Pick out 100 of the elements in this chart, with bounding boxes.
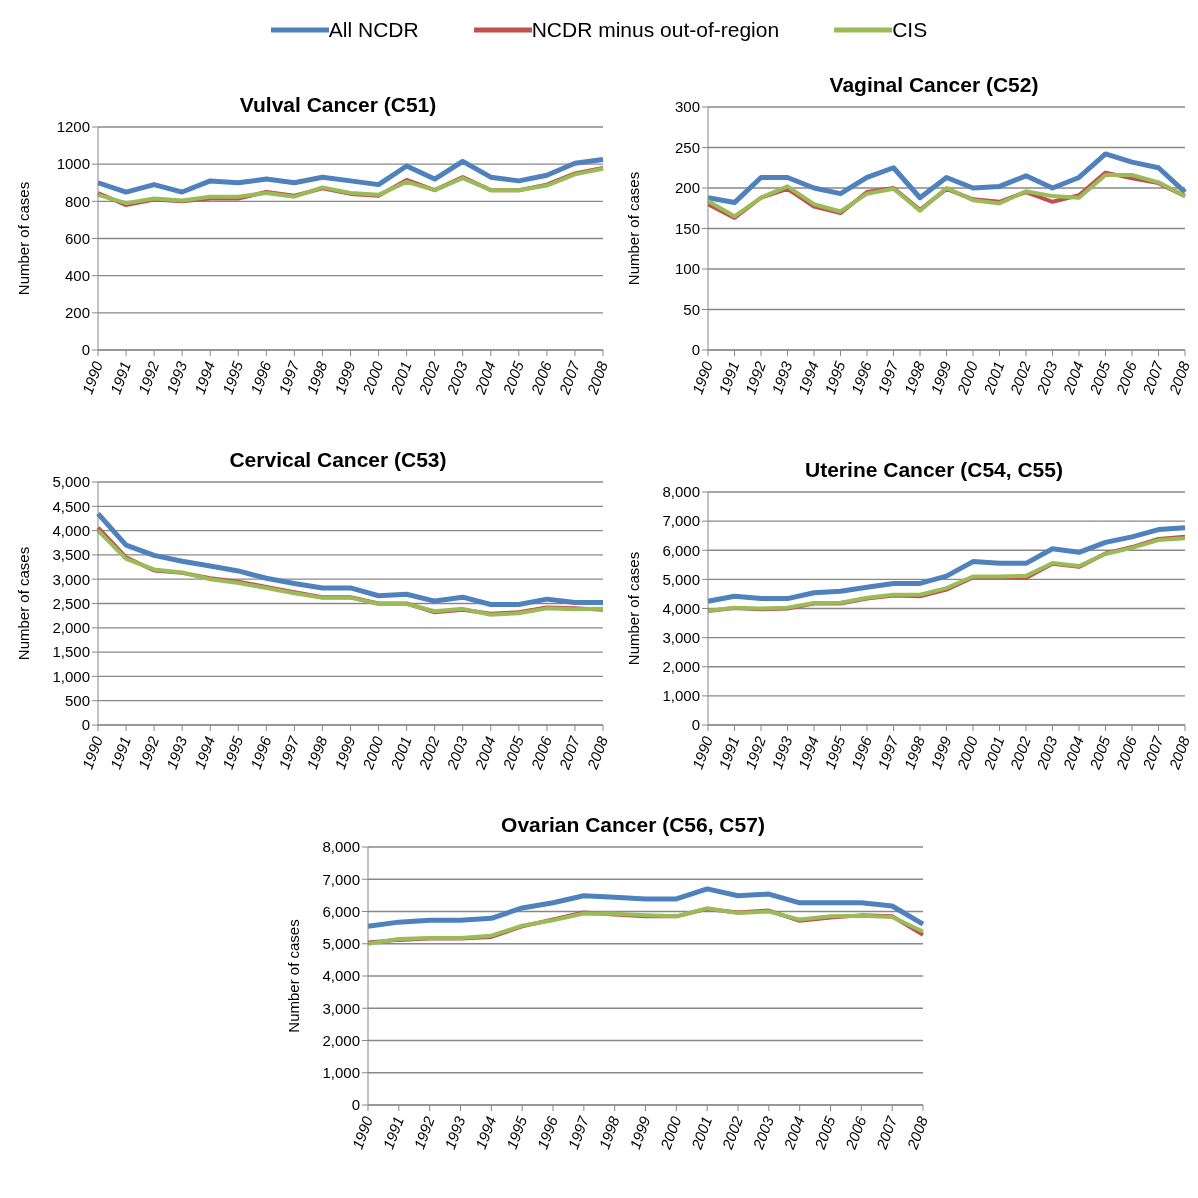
y-tick-label: 200 bbox=[674, 179, 700, 197]
x-tick-label: 1999 bbox=[331, 733, 359, 772]
x-tick-label: 1996 bbox=[533, 1113, 562, 1152]
x-tick-label: 1992 bbox=[134, 733, 163, 772]
x-tick-label: 2008 bbox=[583, 358, 612, 398]
x-tick-label: 2004 bbox=[1059, 734, 1087, 773]
legend-label: NCDR minus out-of-region bbox=[531, 18, 780, 42]
x-tick-label: 1994 bbox=[794, 359, 822, 397]
y-tick-label: 1,000 bbox=[52, 667, 90, 685]
y-tick-label: 8,000 bbox=[662, 483, 700, 501]
y-axis-title: Number of cases bbox=[15, 546, 33, 661]
y-tick-label: 5,000 bbox=[322, 935, 360, 953]
x-tick-label: 2002 bbox=[718, 1113, 747, 1153]
y-tick-label: 0 bbox=[81, 341, 90, 359]
x-tick-label: 2002 bbox=[414, 358, 443, 398]
x-tick-label: 2000 bbox=[953, 733, 982, 773]
y-tick-label: 7,000 bbox=[322, 870, 360, 888]
x-tick-label: 2008 bbox=[903, 1113, 932, 1153]
y-tick-label: 1200 bbox=[56, 118, 90, 136]
x-tick-label: 2005 bbox=[499, 358, 528, 398]
y-tick-label: 250 bbox=[674, 138, 700, 156]
y-tick-label: 100 bbox=[674, 260, 700, 278]
y-tick-label: 6,000 bbox=[322, 902, 360, 920]
x-tick-label: 2003 bbox=[1032, 358, 1061, 398]
chart-title: Cervical Cancer (C53) bbox=[228, 448, 448, 472]
x-tick-label: 1992 bbox=[741, 733, 770, 772]
y-axis-title: Number of cases bbox=[625, 171, 643, 286]
x-tick-label: 1998 bbox=[900, 358, 929, 397]
y-tick-label: 4,500 bbox=[52, 497, 90, 515]
x-tick-label: 1993 bbox=[768, 733, 796, 772]
x-tick-label: 2008 bbox=[1165, 358, 1194, 398]
x-tick-label: 1994 bbox=[190, 734, 219, 772]
y-tick-label: 1000 bbox=[56, 155, 90, 173]
x-tick-label: 1999 bbox=[927, 733, 955, 772]
y-tick-label: 0 bbox=[691, 716, 700, 734]
x-tick-label: 1991 bbox=[106, 734, 135, 772]
x-tick-label: 1997 bbox=[564, 1113, 593, 1152]
x-tick-label: 1999 bbox=[927, 358, 955, 397]
y-tick-label: 800 bbox=[64, 192, 90, 210]
y-axis-title: Number of cases bbox=[15, 181, 33, 296]
y-tick-label: 2,000 bbox=[662, 658, 700, 676]
x-tick-label: 1991 bbox=[379, 1114, 407, 1152]
legend-label: All NCDR bbox=[328, 18, 419, 42]
x-tick-label: 1990 bbox=[78, 733, 107, 772]
x-tick-label: 2005 bbox=[810, 1113, 839, 1153]
x-tick-label: 2004 bbox=[779, 1114, 808, 1153]
y-tick-label: 4,000 bbox=[322, 967, 360, 985]
x-tick-label: 1997 bbox=[274, 358, 303, 397]
legend-label: CIS bbox=[892, 18, 928, 42]
y-tick-label: 0 bbox=[691, 341, 700, 359]
x-tick-label: 2002 bbox=[1006, 733, 1035, 773]
x-tick-label: 2007 bbox=[1138, 358, 1167, 398]
x-tick-label: 2000 bbox=[358, 358, 387, 398]
x-tick-label: 2001 bbox=[979, 359, 1008, 398]
x-tick-label: 2003 bbox=[442, 358, 471, 398]
x-tick-label: 1993 bbox=[162, 733, 191, 772]
x-tick-label: 1995 bbox=[218, 733, 247, 772]
chart-title: Ovarian Cancer (C56, C57) bbox=[500, 813, 766, 837]
x-tick-label: 1995 bbox=[821, 733, 849, 772]
x-tick-label: 1994 bbox=[190, 359, 219, 397]
y-tick-label: 1,000 bbox=[662, 687, 700, 705]
x-tick-label: 1995 bbox=[502, 1113, 531, 1152]
x-tick-label: 1998 bbox=[900, 733, 929, 772]
y-tick-label: 4,000 bbox=[662, 599, 700, 617]
y-tick-label: 8,000 bbox=[322, 838, 360, 856]
x-tick-label: 1999 bbox=[331, 358, 359, 397]
y-tick-label: 300 bbox=[674, 98, 700, 116]
y-tick-label: 5,000 bbox=[52, 473, 90, 491]
x-tick-label: 1997 bbox=[274, 733, 303, 772]
y-tick-label: 0 bbox=[351, 1096, 360, 1114]
x-tick-label: 2000 bbox=[656, 1113, 685, 1153]
y-tick-label: 6,000 bbox=[662, 541, 700, 559]
x-tick-label: 2001 bbox=[386, 359, 415, 398]
x-tick-label: 2003 bbox=[1032, 733, 1061, 773]
chart-title: Uterine Cancer (C54, C55) bbox=[804, 458, 1064, 482]
x-tick-label: 2000 bbox=[358, 733, 387, 773]
x-tick-label: 1998 bbox=[595, 1113, 623, 1152]
y-tick-label: 0 bbox=[81, 716, 90, 734]
x-tick-label: 1995 bbox=[218, 358, 247, 397]
x-tick-label: 1991 bbox=[715, 359, 743, 397]
x-tick-label: 2005 bbox=[1085, 733, 1114, 773]
x-tick-label: 1995 bbox=[821, 358, 849, 397]
x-tick-label: 1993 bbox=[441, 1113, 469, 1152]
x-tick-label: 2006 bbox=[841, 1113, 870, 1153]
x-tick-label: 2007 bbox=[555, 358, 584, 398]
y-tick-label: 3,000 bbox=[52, 570, 90, 588]
y-tick-label: 2,000 bbox=[322, 1031, 360, 1049]
x-tick-label: 1994 bbox=[471, 1114, 500, 1152]
x-tick-label: 2006 bbox=[527, 733, 556, 773]
y-tick-label: 3,500 bbox=[52, 546, 90, 564]
x-tick-label: 1993 bbox=[162, 358, 191, 397]
y-tick-label: 1,500 bbox=[52, 643, 90, 661]
x-tick-label: 1999 bbox=[626, 1113, 654, 1152]
x-tick-label: 1996 bbox=[246, 358, 275, 397]
x-tick-label: 2001 bbox=[386, 734, 415, 773]
y-tick-label: 600 bbox=[64, 229, 90, 247]
x-tick-label: 1992 bbox=[134, 358, 163, 397]
x-tick-label: 1998 bbox=[303, 358, 331, 397]
y-tick-label: 500 bbox=[64, 692, 90, 710]
y-tick-label: 5,000 bbox=[662, 570, 700, 588]
